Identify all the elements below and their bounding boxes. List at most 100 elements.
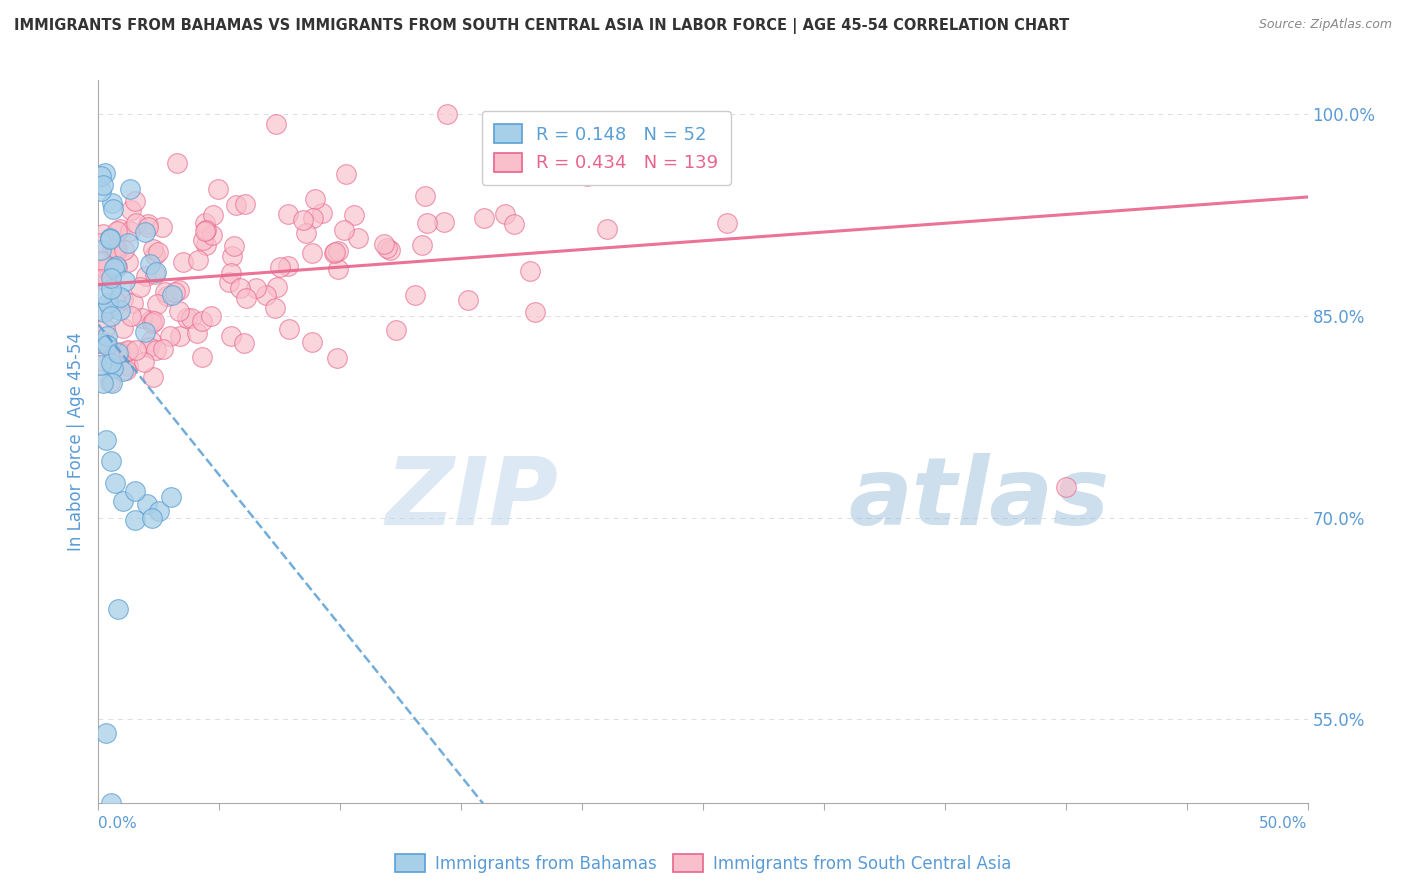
Point xyxy=(91,376,114,390)
Point xyxy=(162,288,184,302)
Point xyxy=(436,107,458,121)
Point xyxy=(101,243,124,257)
Point xyxy=(101,202,124,217)
Point xyxy=(207,182,229,196)
Point xyxy=(224,239,246,253)
Point xyxy=(94,321,117,335)
Point xyxy=(277,259,299,273)
Point xyxy=(98,231,121,245)
Point xyxy=(152,342,174,356)
Point xyxy=(145,264,167,278)
Point xyxy=(193,233,215,247)
Point xyxy=(335,167,357,181)
Point xyxy=(105,260,128,274)
Point xyxy=(117,343,139,358)
Point xyxy=(120,202,142,217)
Point xyxy=(91,178,114,193)
Point xyxy=(233,335,256,350)
Point xyxy=(277,206,299,220)
Point xyxy=(326,351,349,366)
Point xyxy=(219,266,242,280)
Point xyxy=(105,224,128,238)
Point xyxy=(104,294,127,309)
Point xyxy=(138,340,160,354)
Point xyxy=(120,309,142,323)
Point xyxy=(332,223,354,237)
Point xyxy=(131,311,153,326)
Point xyxy=(117,254,139,268)
Point xyxy=(105,242,128,256)
Point xyxy=(404,288,426,302)
Point xyxy=(266,280,288,294)
Point xyxy=(104,241,127,255)
Point xyxy=(160,491,183,505)
Point xyxy=(138,217,160,231)
Point xyxy=(124,194,146,209)
Point xyxy=(96,338,118,352)
Point xyxy=(155,289,177,303)
Point xyxy=(108,290,131,304)
Point xyxy=(145,343,167,357)
Point xyxy=(221,249,243,263)
Point xyxy=(139,334,162,348)
Point xyxy=(225,197,247,211)
Point xyxy=(416,216,439,230)
Point xyxy=(96,329,118,343)
Point xyxy=(96,336,118,351)
Y-axis label: In Labor Force | Age 45-54: In Labor Force | Age 45-54 xyxy=(66,332,84,551)
Point xyxy=(117,236,139,251)
Point xyxy=(125,216,148,230)
Point xyxy=(200,309,222,323)
Point xyxy=(323,245,346,260)
Text: ZIP: ZIP xyxy=(385,453,558,545)
Point xyxy=(311,206,333,220)
Point xyxy=(139,312,162,326)
Point xyxy=(167,304,190,318)
Point xyxy=(125,343,148,358)
Point xyxy=(129,280,152,294)
Text: atlas: atlas xyxy=(848,453,1109,545)
Point xyxy=(326,244,349,258)
Point xyxy=(105,245,128,260)
Point xyxy=(169,283,191,297)
Point xyxy=(100,270,122,285)
Point xyxy=(134,225,156,239)
Point xyxy=(112,244,135,258)
Point xyxy=(328,262,350,277)
Point xyxy=(457,293,479,308)
Point xyxy=(145,248,167,262)
Point xyxy=(411,238,433,252)
Point xyxy=(134,325,156,339)
Point xyxy=(103,260,125,275)
Point xyxy=(110,302,132,317)
Point xyxy=(91,353,114,368)
Point xyxy=(93,305,115,319)
Point xyxy=(101,376,124,390)
Point xyxy=(91,254,114,268)
Point xyxy=(90,272,112,286)
Point xyxy=(122,295,145,310)
Point xyxy=(110,222,132,236)
Point xyxy=(148,244,170,259)
Point xyxy=(90,358,112,372)
Point xyxy=(190,314,212,328)
Point xyxy=(193,223,215,237)
Legend: Immigrants from Bahamas, Immigrants from South Central Asia: Immigrants from Bahamas, Immigrants from… xyxy=(388,847,1018,880)
Point xyxy=(191,351,214,365)
Point xyxy=(100,282,122,296)
Text: Source: ZipAtlas.com: Source: ZipAtlas.com xyxy=(1258,18,1392,31)
Point xyxy=(593,165,616,179)
Point xyxy=(596,221,619,235)
Point xyxy=(93,227,115,241)
Point xyxy=(98,300,121,314)
Point xyxy=(117,359,139,373)
Point xyxy=(180,311,202,326)
Point xyxy=(186,326,208,341)
Point xyxy=(576,169,599,183)
Point xyxy=(195,238,218,252)
Point xyxy=(124,483,146,498)
Point xyxy=(346,231,368,245)
Point xyxy=(502,217,524,231)
Point xyxy=(94,433,117,447)
Point xyxy=(100,356,122,370)
